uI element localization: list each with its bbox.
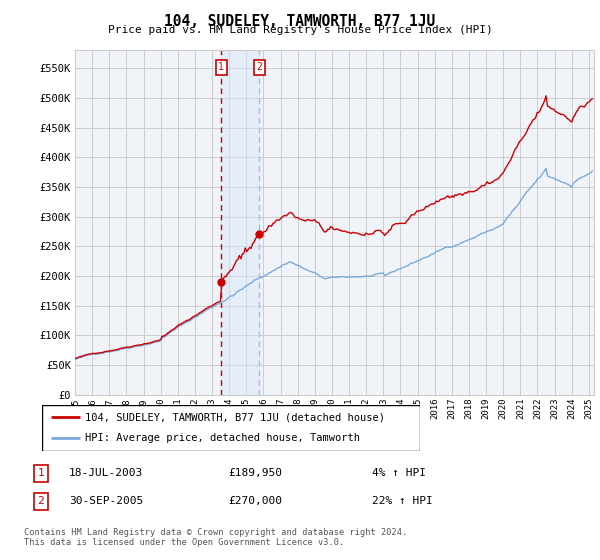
Text: 1: 1 <box>37 468 44 478</box>
Text: £189,950: £189,950 <box>228 468 282 478</box>
Text: 22% ↑ HPI: 22% ↑ HPI <box>372 496 433 506</box>
Bar <box>221 50 259 395</box>
Text: HPI: Average price, detached house, Tamworth: HPI: Average price, detached house, Tamw… <box>85 433 361 444</box>
Text: 4% ↑ HPI: 4% ↑ HPI <box>372 468 426 478</box>
Text: Contains HM Land Registry data © Crown copyright and database right 2024.
This d: Contains HM Land Registry data © Crown c… <box>24 528 407 547</box>
Text: 104, SUDELEY, TAMWORTH, B77 1JU (detached house): 104, SUDELEY, TAMWORTH, B77 1JU (detache… <box>85 412 385 422</box>
Text: 2: 2 <box>37 496 44 506</box>
Text: £270,000: £270,000 <box>228 496 282 506</box>
Text: 1: 1 <box>218 63 224 72</box>
Text: 2: 2 <box>256 63 262 72</box>
Text: 30-SEP-2005: 30-SEP-2005 <box>69 496 143 506</box>
Text: 18-JUL-2003: 18-JUL-2003 <box>69 468 143 478</box>
Text: 104, SUDELEY, TAMWORTH, B77 1JU: 104, SUDELEY, TAMWORTH, B77 1JU <box>164 14 436 29</box>
Text: Price paid vs. HM Land Registry's House Price Index (HPI): Price paid vs. HM Land Registry's House … <box>107 25 493 35</box>
